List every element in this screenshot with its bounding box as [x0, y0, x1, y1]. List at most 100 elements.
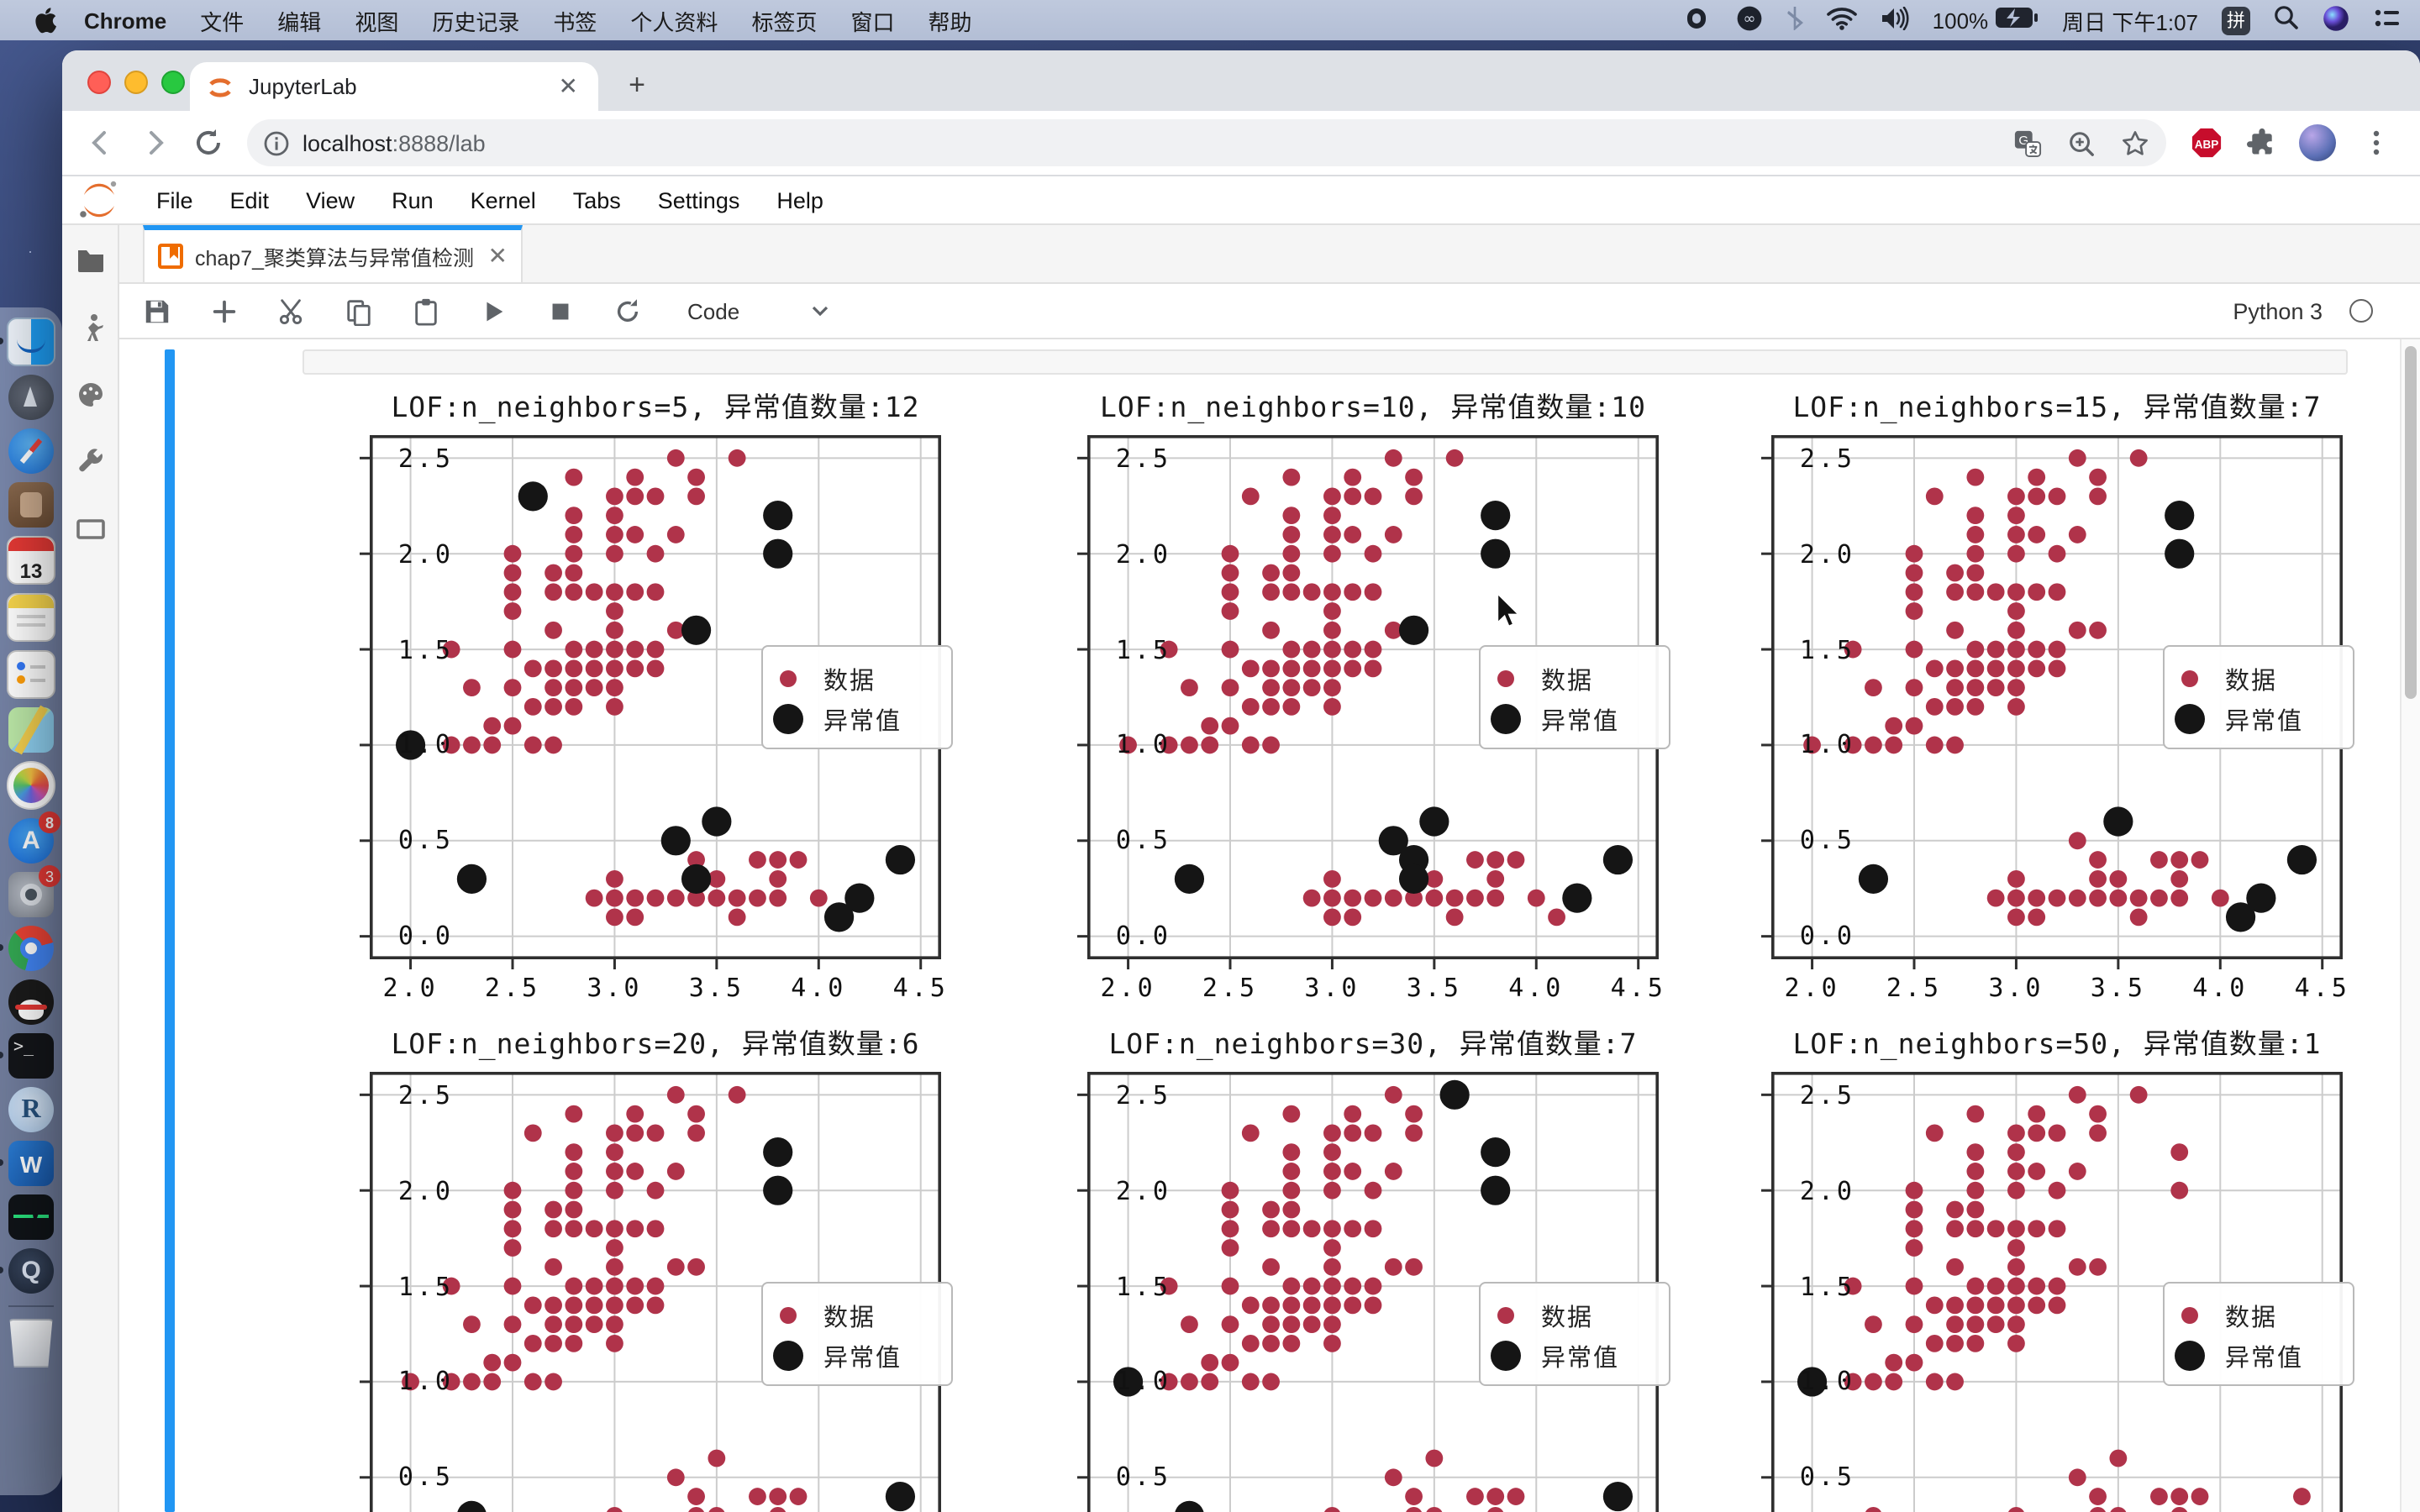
jl-menu-tabs[interactable]: Tabs	[572, 187, 621, 213]
jl-menu-view[interactable]: View	[306, 187, 355, 213]
menu-view[interactable]: 视图	[355, 9, 399, 34]
forward-icon[interactable]	[139, 128, 170, 158]
dock-calendar-icon[interactable]: 13	[7, 536, 55, 585]
jl-menu-file[interactable]: File	[156, 187, 193, 213]
profile-avatar[interactable]	[2299, 124, 2336, 161]
paste-icon[interactable]	[412, 297, 440, 325]
save-icon[interactable]	[143, 297, 171, 325]
chrome-menu-kebab-icon[interactable]	[2361, 128, 2391, 158]
reload-icon[interactable]	[193, 128, 224, 158]
add-cell-icon[interactable]	[210, 297, 239, 325]
dock-terminal-icon[interactable]: >_	[0, 1033, 54, 1079]
jl-menu-help[interactable]: Help	[776, 187, 823, 213]
jl-menu-settings[interactable]: Settings	[657, 187, 740, 213]
menu-edit[interactable]: 编辑	[277, 9, 322, 34]
dock-finder-icon[interactable]	[0, 318, 55, 366]
plot-canvas	[1077, 434, 1660, 969]
dock-notes-icon[interactable]	[7, 593, 55, 642]
open-tabs-icon[interactable]	[75, 514, 105, 544]
y-tick-label: 0.5	[1799, 825, 1855, 856]
chrome-tabstrip: JupyterLab ✕ +	[62, 50, 2420, 111]
data-points	[1803, 1085, 2311, 1512]
translate-icon[interactable]: G	[2013, 129, 2042, 157]
y-tick-label: 0.0	[1799, 921, 1855, 952]
commands-palette-icon[interactable]	[75, 380, 105, 410]
file-browser-icon[interactable]	[75, 245, 105, 276]
control-center-icon[interactable]	[2373, 6, 2400, 34]
notebook-tab-close-icon[interactable]: ✕	[487, 242, 508, 269]
menu-profiles[interactable]: 个人资料	[630, 9, 718, 34]
dock-safari-icon[interactable]	[8, 428, 54, 474]
scrollbar-thumb[interactable]	[2405, 346, 2417, 699]
stop-kernel-icon[interactable]	[546, 297, 575, 325]
lof-scatter-subplot: LOF:n_neighbors=15, 异常值数量:7 2.0 2.5 3.0 3.5 4…	[1761, 391, 2354, 1003]
dock-system-preferences-icon[interactable]: 3	[8, 865, 60, 917]
menu-file[interactable]: 文件	[200, 9, 245, 34]
menu-help[interactable]: 帮助	[928, 9, 972, 34]
bookmark-star-icon[interactable]	[2121, 129, 2149, 157]
wifi-icon[interactable]	[1826, 6, 1857, 34]
y-tick-label: 1.5	[1115, 1271, 1171, 1302]
window-close-button[interactable]	[87, 71, 111, 94]
screen-record-icon[interactable]	[1686, 6, 1712, 34]
dock-launchpad-icon[interactable]	[8, 375, 54, 420]
dock-trash-icon[interactable]	[9, 1319, 53, 1368]
cell-type-dropdown[interactable]: Code	[687, 298, 830, 323]
menu-history[interactable]: 历史记录	[432, 9, 520, 34]
menubar-app-name[interactable]: Chrome	[84, 8, 167, 33]
jl-menu-run[interactable]: Run	[392, 187, 434, 213]
window-minimize-button[interactable]	[124, 71, 148, 94]
cut-icon[interactable]	[277, 297, 306, 325]
jl-menu-kernel[interactable]: Kernel	[470, 187, 536, 213]
zoom-icon[interactable]	[2067, 129, 2096, 157]
appstore-badge: 8	[39, 811, 60, 833]
x-tick-label: 2.5	[484, 973, 541, 1003]
dock-qq-icon[interactable]	[8, 979, 54, 1025]
chrome-addressbar: localhost:8888/lab G ABP	[62, 111, 2420, 176]
property-inspector-icon[interactable]	[75, 447, 105, 477]
adblock-plus-icon[interactable]: ABP	[2191, 128, 2222, 158]
dock-chrome-icon[interactable]	[0, 926, 54, 971]
menu-bookmarks[interactable]: 书签	[553, 9, 597, 34]
active-cell-indicator[interactable]	[165, 349, 175, 1512]
window-zoom-button[interactable]	[161, 71, 185, 94]
extensions-puzzle-icon[interactable]	[2247, 128, 2277, 158]
dock-quicktime-icon[interactable]: Q	[0, 1248, 54, 1294]
legend-data-dot	[780, 1307, 797, 1324]
input-method-badge[interactable]: 拼	[2222, 6, 2250, 34]
code-cell-input-edge[interactable]	[302, 349, 2348, 375]
new-tab-button[interactable]: +	[629, 69, 645, 101]
tab-close-icon[interactable]: ✕	[558, 72, 578, 99]
bluetooth-icon[interactable]	[1786, 5, 1803, 35]
y-tick-label: 1.5	[1799, 634, 1855, 665]
dock-maps-icon[interactable]	[8, 707, 54, 753]
back-icon[interactable]	[86, 128, 116, 158]
dock-contacts-icon[interactable]	[8, 482, 54, 528]
jl-menu-edit[interactable]: Edit	[229, 187, 270, 213]
url-field[interactable]: localhost:8888/lab G	[247, 119, 2166, 166]
site-info-icon[interactable]	[264, 130, 289, 155]
restart-kernel-icon[interactable]	[613, 297, 642, 325]
browser-tab[interactable]: JupyterLab ✕	[190, 62, 598, 111]
run-cell-icon[interactable]	[479, 297, 508, 325]
spotlight-icon[interactable]	[2274, 5, 2299, 35]
dock-word-icon[interactable]: W	[0, 1141, 54, 1186]
kernel-status-icon[interactable]	[2349, 299, 2373, 323]
dock-activity-monitor-icon[interactable]	[8, 1194, 54, 1240]
volume-icon[interactable]	[1881, 5, 1909, 34]
running-sessions-icon[interactable]	[75, 312, 105, 343]
dock-photos-icon[interactable]	[7, 761, 55, 810]
menu-window[interactable]: 窗口	[850, 9, 895, 34]
menu-tabs[interactable]: 标签页	[751, 9, 818, 34]
plot-canvas	[1761, 1071, 2344, 1512]
clock[interactable]: 周日 下午1:07	[2062, 9, 2198, 34]
dock-reminders-icon[interactable]	[7, 650, 55, 699]
apple-menu-icon[interactable]	[24, 7, 67, 34]
copy-icon[interactable]	[345, 297, 373, 325]
siri-icon[interactable]	[2323, 4, 2349, 36]
notebook-tab[interactable]: chap7_聚类算法与异常值检测 ✕	[143, 225, 523, 282]
dock-rstudio-icon[interactable]: R	[8, 1087, 54, 1132]
kernel-name[interactable]: Python 3	[2233, 298, 2323, 323]
creative-cloud-icon[interactable]: ∞	[1736, 4, 1763, 36]
